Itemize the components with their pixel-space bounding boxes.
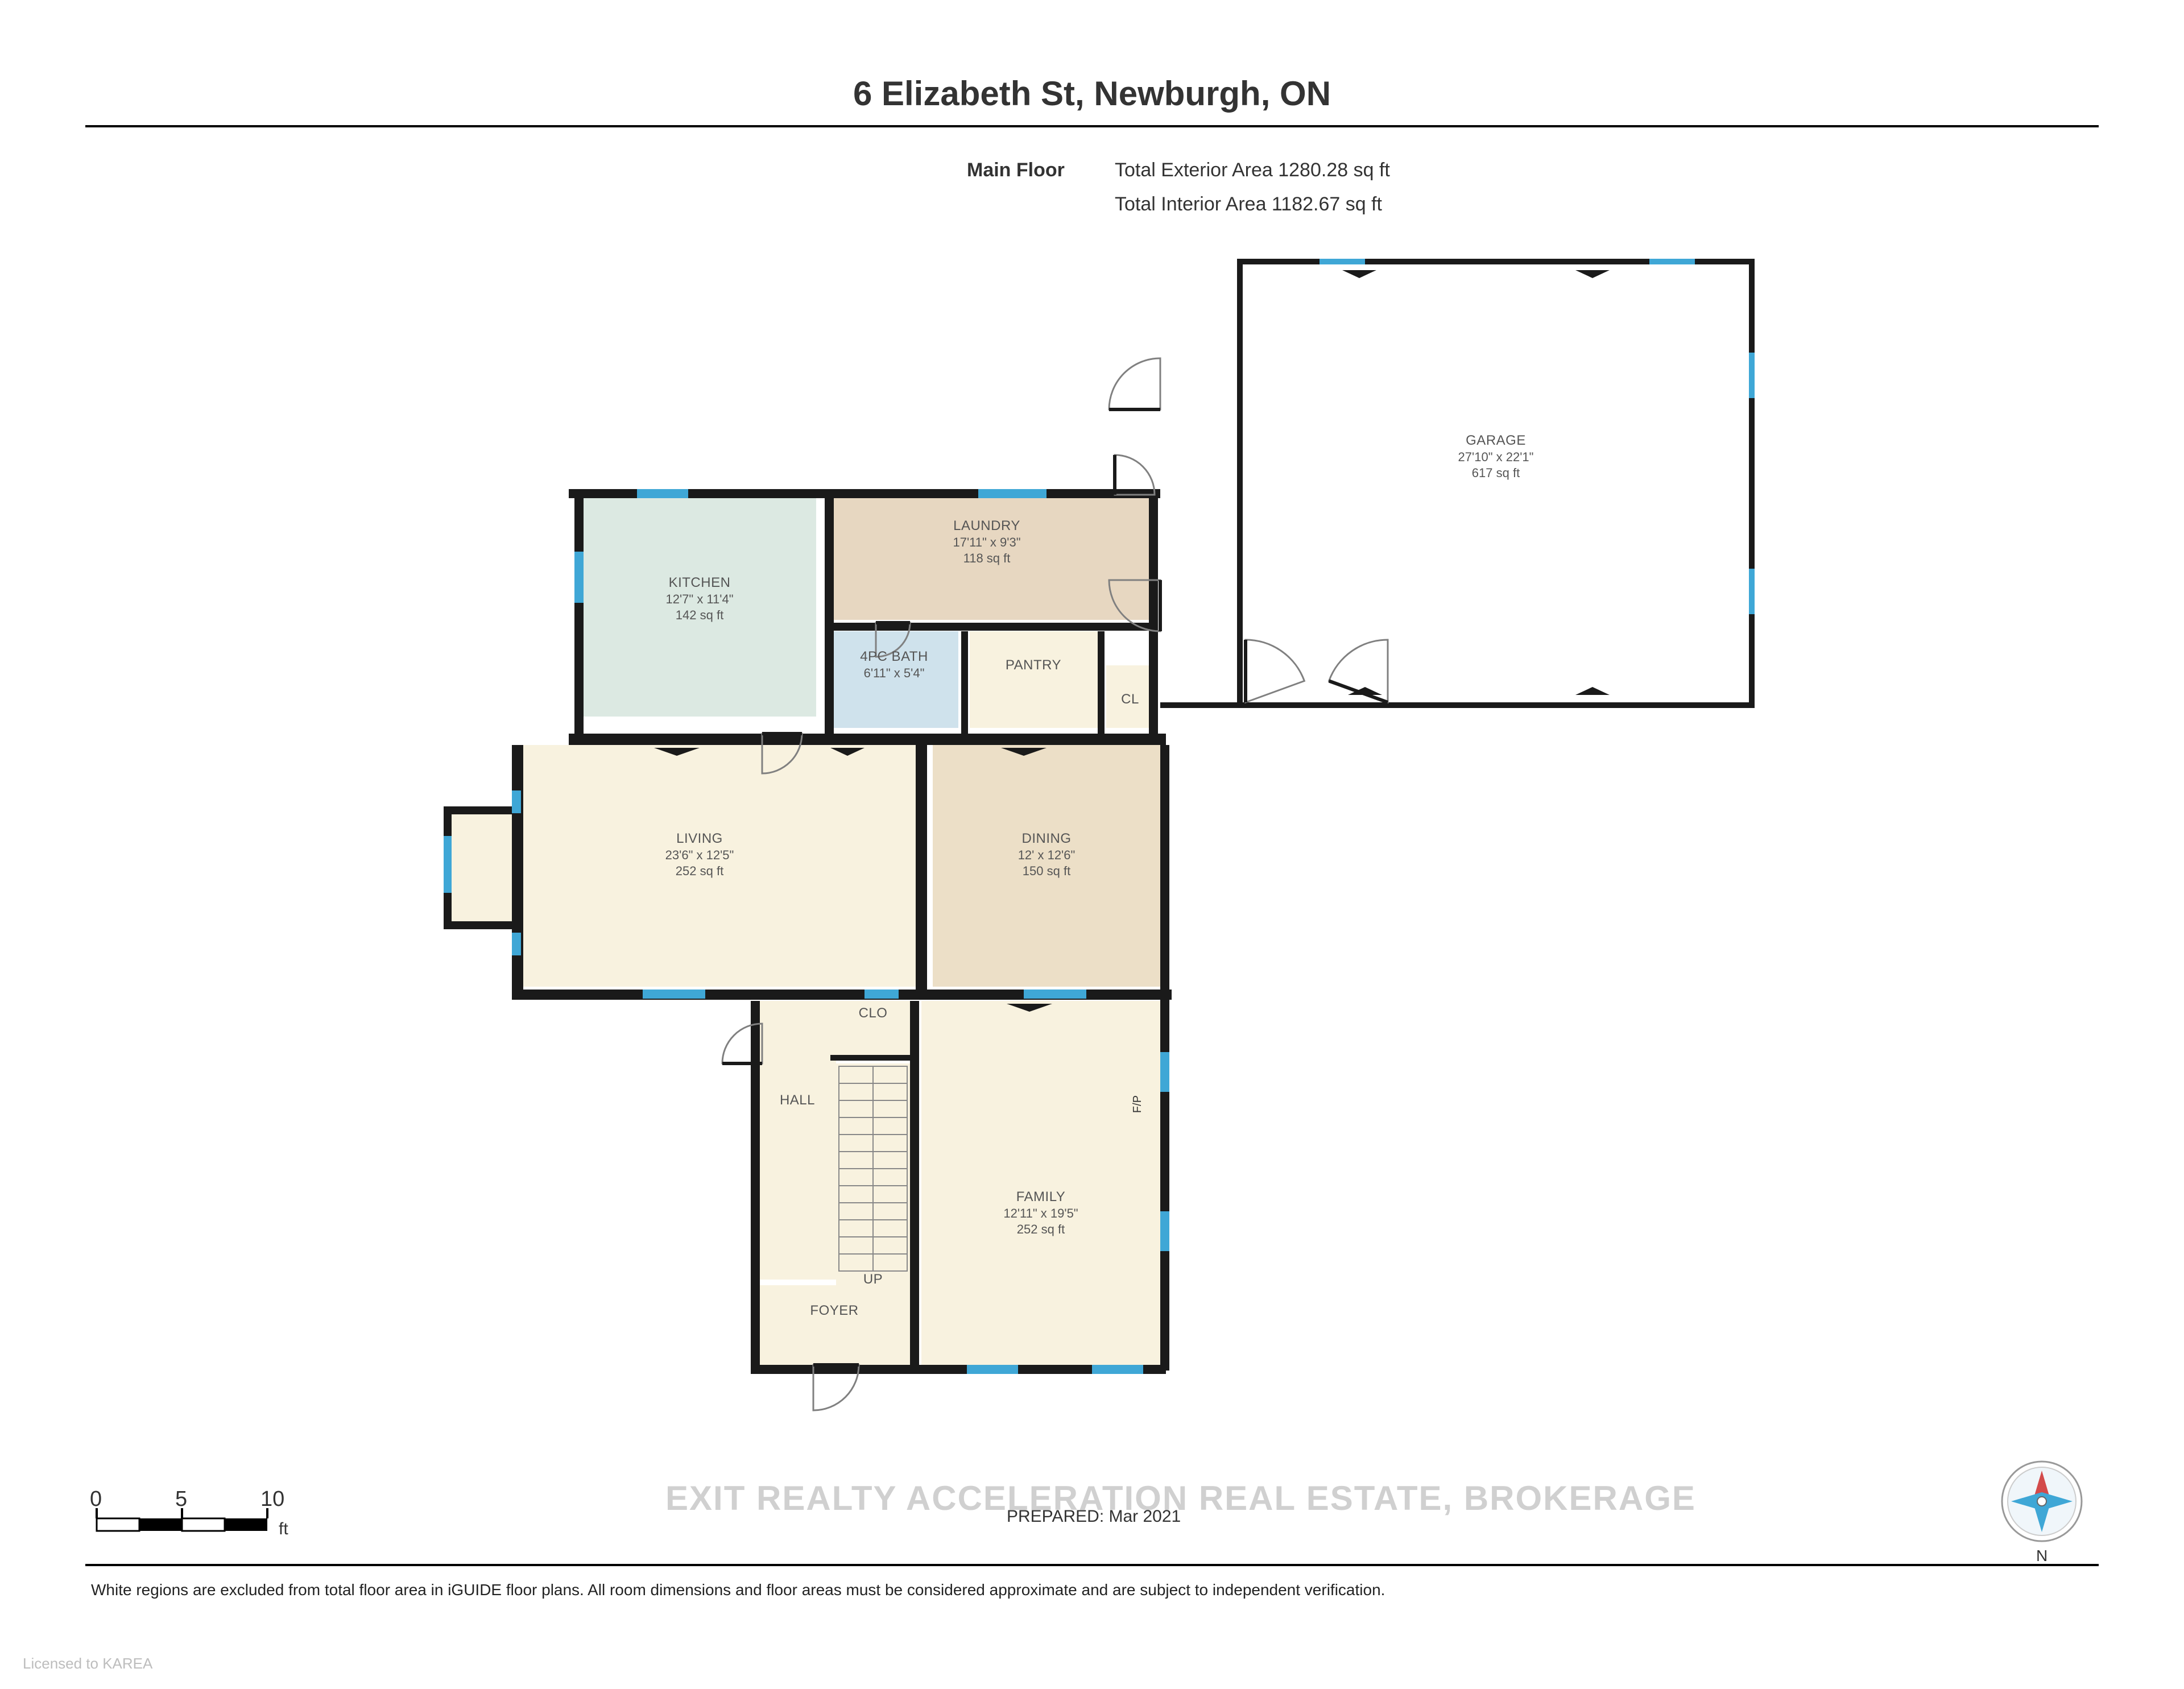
scale-num-0: 0 bbox=[90, 1487, 102, 1512]
room-foyer bbox=[759, 1285, 910, 1365]
scale-num-1: 5 bbox=[175, 1487, 187, 1512]
room-hall bbox=[759, 1001, 836, 1280]
room-label-up: UP bbox=[788, 1271, 958, 1288]
room-label-laundry: LAUNDRY17'11" x 9'3"118 sq ft bbox=[901, 518, 1072, 566]
disclaimer-text: White regions are excluded from total fl… bbox=[91, 1581, 1385, 1599]
window bbox=[1160, 1211, 1169, 1251]
door-swing bbox=[1115, 455, 1155, 495]
bottom-rule bbox=[85, 1564, 2099, 1566]
window bbox=[1320, 259, 1365, 264]
compass-north-label: N bbox=[2036, 1547, 2048, 1565]
window bbox=[444, 836, 452, 893]
window bbox=[978, 489, 1046, 498]
window bbox=[1749, 353, 1755, 398]
window bbox=[1749, 569, 1755, 614]
room-label-dining: DINING12' x 12'6"150 sq ft bbox=[961, 830, 1132, 879]
window bbox=[643, 990, 705, 999]
license-text: Licensed to KAREA bbox=[23, 1655, 152, 1673]
window bbox=[1160, 1052, 1169, 1092]
fireplace-label: F/P bbox=[1131, 1095, 1144, 1113]
floorplan-page: { "canvas": {"w": 3840, "h": 2970, "bg":… bbox=[0, 0, 2184, 1689]
room-label-garage: GARAGE27'10" x 22'1"617 sq ft bbox=[1410, 432, 1581, 481]
room-label-cl: CL bbox=[1045, 691, 1215, 708]
window bbox=[864, 990, 899, 999]
room-label-hall: HALL bbox=[712, 1092, 883, 1109]
room-label-family: FAMILY12'11" x 19'5"252 sq ft bbox=[956, 1189, 1126, 1237]
prepared-date: PREPARED: Mar 2021 bbox=[1007, 1507, 1181, 1526]
window bbox=[512, 933, 521, 955]
room-label-living: LIVING23'6" x 12'5"252 sq ft bbox=[614, 830, 785, 879]
compass-icon bbox=[1991, 1450, 2093, 1553]
room-label-pantry: PANTRY bbox=[948, 657, 1119, 674]
window bbox=[512, 790, 521, 813]
door-swing bbox=[1109, 358, 1160, 409]
room-garage bbox=[1240, 262, 1752, 705]
room-pantry bbox=[970, 631, 1098, 728]
room-label-kitchen: KITCHEN12'7" x 11'4"142 sq ft bbox=[614, 574, 785, 623]
scale-unit: ft bbox=[279, 1520, 288, 1539]
room-label-foyer: FOYER bbox=[749, 1302, 920, 1319]
window bbox=[574, 552, 584, 603]
window bbox=[1024, 990, 1086, 999]
window bbox=[1649, 259, 1695, 264]
scale-num-2: 10 bbox=[260, 1487, 284, 1512]
room-family bbox=[921, 1001, 1160, 1365]
window bbox=[967, 1365, 1018, 1374]
window bbox=[1092, 1365, 1143, 1374]
room-label-clo: CLO bbox=[788, 1005, 958, 1022]
window bbox=[637, 489, 688, 498]
